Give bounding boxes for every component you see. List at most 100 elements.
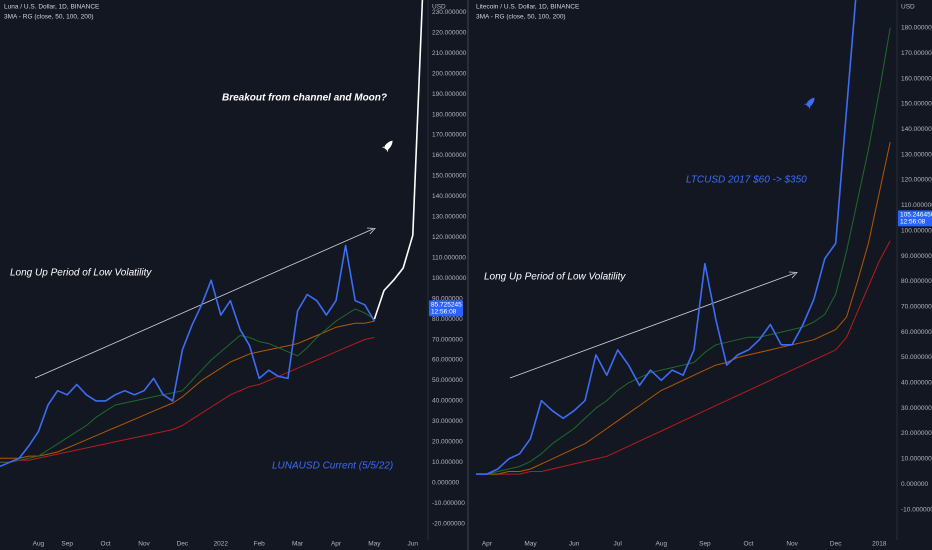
y-tick-label: 70.000000 — [432, 336, 463, 343]
trend-arrow — [509, 272, 796, 379]
y-tick-label: 220.000000 — [432, 29, 467, 36]
plot-area — [476, 0, 891, 475]
last-price-time: 12:56:08 — [431, 309, 457, 316]
y-tick-label: 180.000000 — [901, 25, 932, 32]
annotation: Breakout from channel and Moon? — [222, 93, 387, 104]
y-tick-label: 10.000000 — [901, 456, 932, 463]
chart-title: Litecoin / U.S. Dollar, 1D, BINANCE — [476, 4, 580, 11]
arrow-head — [788, 271, 798, 279]
annotation: LTCUSD 2017 $60 -> $350 — [686, 175, 807, 186]
y-tick-label: 200.000000 — [432, 70, 467, 77]
last-price-label: 105.246450 — [900, 212, 932, 219]
y-tick-label: 230.000000 — [432, 9, 467, 16]
x-tick-label: 2018 — [872, 541, 887, 548]
plot-area — [0, 0, 424, 468]
y-tick-label: 150.000000 — [432, 173, 467, 180]
x-tick-label: Aug — [33, 541, 45, 548]
y-tick-label: -10.000000 — [901, 506, 932, 513]
y-tick-label: 30.000000 — [432, 418, 463, 425]
last-price-box — [429, 300, 463, 317]
x-tick-label: May — [368, 541, 381, 548]
y-tick-label: 40.000000 — [901, 380, 932, 387]
price-line — [373, 0, 424, 320]
y-tick-label: 210.000000 — [432, 50, 467, 57]
y-tick-label: 90.000000 — [901, 253, 932, 260]
trend-arrow — [34, 228, 374, 379]
y-tick-label: 170.000000 — [901, 50, 932, 57]
y-tick-label: 50.000000 — [432, 377, 463, 384]
price-line — [476, 27, 891, 475]
y-tick-label: 50.000000 — [901, 354, 932, 361]
indicator-legend: 3MA - RG (close, 50, 100, 200) — [476, 14, 566, 21]
annotation: Long Up Period of Low Volatility — [10, 268, 152, 279]
y-tick-label: -10.000000 — [432, 500, 465, 507]
y-tick-label: 130.000000 — [432, 214, 467, 221]
x-tick-label: Apr — [331, 541, 342, 548]
x-tick-label: Dec — [830, 541, 842, 548]
y-tick-label: 0.000000 — [901, 481, 928, 488]
axis-unit: USD — [901, 4, 915, 11]
y-tick-label: 190.000000 — [432, 91, 467, 98]
y-tick-label: 20.000000 — [901, 430, 932, 437]
y-tick-label: 80.000000 — [432, 316, 463, 323]
last-price-box — [898, 210, 932, 227]
y-tick-label: 40.000000 — [432, 398, 463, 405]
x-tick-label: Mar — [292, 541, 304, 548]
x-tick-label: Dec — [177, 541, 189, 548]
x-tick-label: Oct — [743, 541, 753, 548]
y-tick-label: 160.000000 — [901, 75, 932, 82]
y-tick-label: 160.000000 — [432, 152, 467, 159]
x-tick-label: Apr — [482, 541, 493, 548]
y-tick-label: 130.000000 — [901, 151, 932, 158]
price-line — [476, 141, 891, 475]
y-tick-label: 140.000000 — [901, 126, 932, 133]
y-tick-label: 110.000000 — [432, 254, 466, 261]
x-tick-label: 2022 — [214, 541, 229, 548]
y-tick-label: 100.000000 — [432, 275, 467, 282]
chart-title: Luna / U.S. Dollar, 1D, BINANCE — [4, 4, 100, 11]
x-tick-label: Jun — [569, 541, 580, 548]
price-line — [476, 0, 857, 475]
rocket-icon — [381, 140, 393, 153]
annotation: Long Up Period of Low Volatility — [484, 272, 626, 283]
x-tick-label: Aug — [656, 541, 668, 548]
y-tick-label: 10.000000 — [432, 459, 463, 466]
y-tick-label: 60.000000 — [901, 329, 932, 336]
y-tick-label: 100.000000 — [901, 227, 932, 234]
price-line — [0, 320, 375, 459]
x-tick-label: Jun — [408, 541, 419, 548]
arrow-head — [366, 227, 376, 235]
x-tick-label: Sep — [699, 541, 711, 548]
y-tick-label: 120.000000 — [432, 234, 467, 241]
x-tick-label: Oct — [101, 541, 111, 548]
axis-unit: USD — [432, 4, 446, 11]
y-tick-label: 170.000000 — [432, 132, 467, 139]
x-tick-label: Jul — [614, 541, 623, 548]
x-tick-label: Sep — [61, 541, 73, 548]
last-price-time: 12:56:08 — [900, 219, 926, 226]
y-tick-label: 30.000000 — [901, 405, 932, 412]
x-tick-label: Feb — [254, 541, 266, 548]
price-line — [476, 240, 891, 475]
rocket-icon — [803, 97, 815, 110]
x-tick-label: Nov — [786, 541, 798, 548]
x-tick-label: May — [524, 541, 537, 548]
y-tick-label: 120.000000 — [901, 177, 932, 184]
y-tick-label: 150.000000 — [901, 101, 932, 108]
y-tick-label: 20.000000 — [432, 439, 463, 446]
annotation: LUNAUSD Current (5/5/22) — [272, 461, 393, 472]
x-tick-label: Nov — [138, 541, 150, 548]
y-tick-label: 180.000000 — [432, 111, 467, 118]
price-line — [0, 337, 375, 463]
y-tick-label: 0.000000 — [432, 479, 459, 486]
y-tick-label: 140.000000 — [432, 193, 467, 200]
y-tick-label: 70.000000 — [901, 303, 932, 310]
y-tick-label: -20.000000 — [432, 520, 465, 527]
y-tick-label: 90.000000 — [432, 295, 463, 302]
price-line — [0, 308, 375, 463]
y-tick-label: 110.000000 — [901, 202, 932, 209]
indicator-legend: 3MA - RG (close, 50, 100, 200) — [4, 14, 94, 21]
y-tick-label: 80.000000 — [901, 278, 932, 285]
